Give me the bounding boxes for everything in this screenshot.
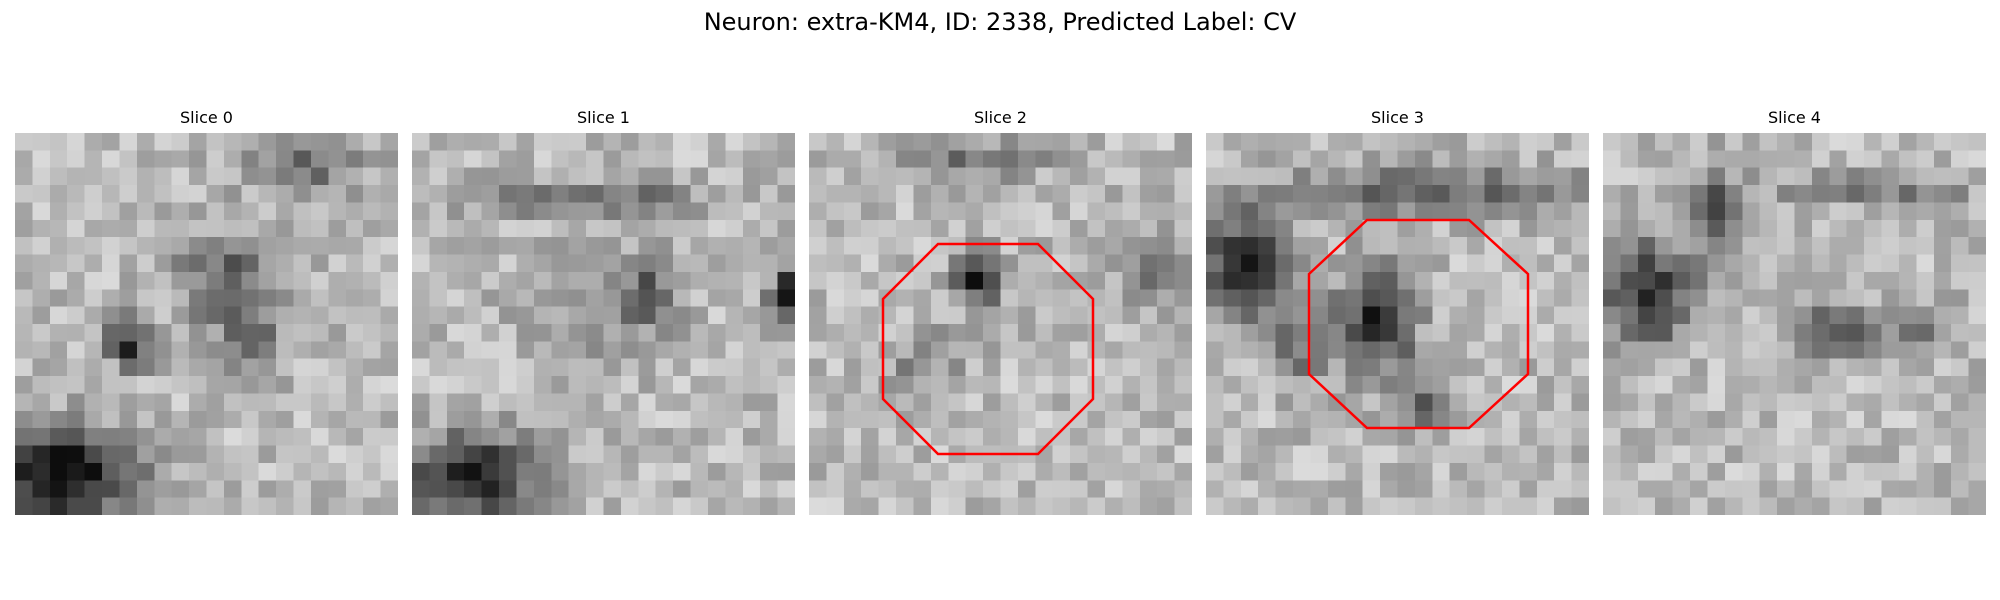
- slice-image: [809, 133, 1192, 515]
- slice-image: [412, 133, 795, 515]
- slice-title: Slice 3: [1371, 108, 1424, 127]
- slice-title: Slice 2: [974, 108, 1027, 127]
- slice-panel-2: Slice 2: [809, 108, 1192, 515]
- slice-panel-4: Slice 4: [1603, 108, 1986, 515]
- slice-image: [1206, 133, 1589, 515]
- pixel-grid: [1603, 133, 1986, 515]
- slice-title: Slice 0: [180, 108, 233, 127]
- pixel-grid: [412, 133, 795, 515]
- slice-title: Slice 4: [1768, 108, 1821, 127]
- slice-panel-0: Slice 0: [15, 108, 398, 515]
- figure-title: Neuron: extra-KM4, ID: 2338, Predicted L…: [703, 8, 1297, 36]
- pixel-grid: [1206, 133, 1589, 515]
- pixel-grid: [809, 133, 1192, 515]
- pixel-grid: [15, 133, 398, 515]
- slice-image: [15, 133, 398, 515]
- slice-title: Slice 1: [577, 108, 630, 127]
- roi-outline: [1307, 218, 1530, 430]
- roi-outline: [881, 242, 1095, 456]
- slice-panel-1: Slice 1: [412, 108, 795, 515]
- slice-panel-3: Slice 3: [1206, 108, 1589, 515]
- slice-image: [1603, 133, 1986, 515]
